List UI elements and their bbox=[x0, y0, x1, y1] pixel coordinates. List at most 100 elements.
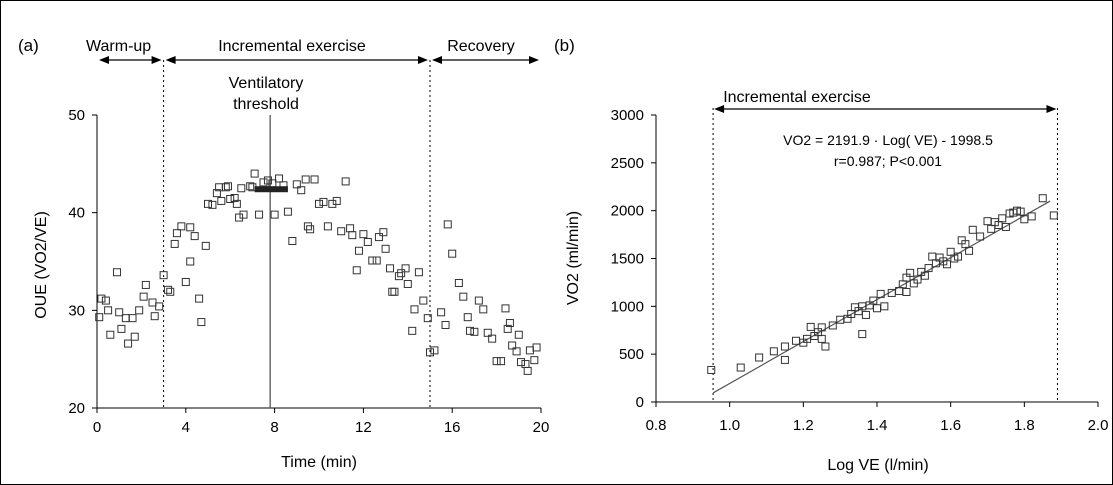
data-point-a bbox=[190, 232, 199, 241]
data-point-a bbox=[423, 314, 432, 323]
data-point-a bbox=[217, 196, 226, 205]
x-tick-label-b: 1.8 bbox=[1014, 417, 1035, 434]
data-point-a bbox=[221, 183, 230, 192]
data-point-a bbox=[186, 223, 195, 232]
region-label: Incremental exercise bbox=[723, 89, 871, 106]
data-point-a bbox=[332, 196, 341, 205]
data-point-a bbox=[159, 271, 168, 280]
regression-stats: r=0.987; P<0.001 bbox=[834, 153, 942, 169]
data-point-a bbox=[141, 280, 150, 289]
region-arrowhead-right bbox=[1046, 105, 1057, 113]
data-point-a bbox=[463, 313, 472, 322]
panel-b-label: (b) bbox=[554, 36, 575, 55]
data-point-a bbox=[250, 169, 259, 178]
data-point-a bbox=[181, 278, 190, 287]
data-point-a bbox=[530, 356, 539, 365]
data-point-a bbox=[139, 292, 148, 301]
panel-a: (a) 0 4 8 12 16 20 20 30 40 50 Warm-up Incrementa… bbox=[18, 36, 549, 471]
data-point-a bbox=[525, 346, 534, 355]
data-point-a bbox=[270, 210, 279, 219]
data-point-a bbox=[263, 176, 272, 185]
phase-arrowhead-right bbox=[529, 56, 539, 64]
data-point-b bbox=[998, 214, 1007, 223]
data-point-a bbox=[106, 330, 115, 339]
data-point-a bbox=[128, 314, 137, 323]
data-point-a bbox=[390, 287, 399, 296]
threshold-label-line2: threshold bbox=[233, 96, 299, 113]
data-point-a bbox=[394, 272, 403, 281]
data-point-b bbox=[976, 232, 985, 241]
y-tick-label-a: 20 bbox=[68, 400, 85, 417]
data-point-b bbox=[1016, 207, 1025, 216]
phase-label-warmup: Warm-up bbox=[86, 38, 151, 55]
phase-arrowhead-left bbox=[165, 56, 176, 64]
data-point-a bbox=[104, 306, 113, 315]
data-point-a bbox=[359, 230, 368, 239]
data-point-a bbox=[226, 194, 235, 203]
data-point-a bbox=[414, 268, 423, 277]
data-point-a bbox=[337, 227, 346, 236]
data-point-a bbox=[426, 348, 434, 357]
data-point-a bbox=[259, 178, 268, 187]
data-point-a bbox=[408, 326, 417, 335]
x-axis-title-b: Log VE (l/min) bbox=[827, 457, 928, 474]
x-tick-label-a: 0 bbox=[93, 419, 101, 436]
data-point-a bbox=[121, 314, 130, 323]
data-point-a bbox=[401, 264, 410, 273]
y-axis-title-a: OUE (VO2/VE) bbox=[33, 211, 50, 319]
data-point-a bbox=[166, 287, 175, 296]
data-point-a bbox=[177, 222, 186, 231]
data-point-b bbox=[1049, 211, 1058, 220]
y-tick-label-b: 500 bbox=[619, 346, 644, 363]
data-point-a bbox=[465, 326, 474, 335]
data-point-a bbox=[303, 222, 312, 231]
data-point-a bbox=[197, 318, 206, 327]
data-point-a bbox=[170, 239, 179, 248]
data-point-a bbox=[148, 298, 157, 307]
y-tick-label-a: 30 bbox=[68, 302, 85, 319]
data-point-a bbox=[454, 278, 463, 287]
x-axis-title-a: Time (min) bbox=[281, 454, 357, 471]
data-point-b bbox=[873, 304, 881, 313]
data-point-b bbox=[876, 289, 885, 298]
data-point-a bbox=[508, 341, 517, 350]
data-point-a bbox=[348, 231, 357, 240]
x-tick-label-a: 4 bbox=[182, 419, 190, 436]
data-point-b bbox=[791, 336, 800, 345]
y-axis-title-b: VO2 (ml/min) bbox=[565, 211, 582, 305]
data-point-b bbox=[861, 310, 870, 319]
data-point-b bbox=[828, 321, 837, 330]
x-tick-label-b: 0.8 bbox=[646, 417, 667, 434]
data-point-a bbox=[397, 269, 406, 278]
panel-a-label: (a) bbox=[18, 36, 39, 55]
data-point-a bbox=[212, 189, 221, 198]
data-point-a bbox=[130, 332, 139, 341]
data-point-a bbox=[172, 229, 181, 238]
data-point-a bbox=[488, 334, 497, 343]
data-point-a bbox=[532, 343, 541, 352]
data-point-a bbox=[319, 197, 328, 206]
data-point-a bbox=[514, 330, 523, 339]
phase-label-recovery: Recovery bbox=[447, 38, 515, 55]
data-point-a bbox=[403, 279, 412, 288]
data-point-a bbox=[521, 360, 530, 369]
data-point-a bbox=[372, 256, 381, 265]
y-tick-label-a: 40 bbox=[68, 205, 85, 222]
data-point-a bbox=[441, 320, 450, 329]
y-tick-label-b: 0 bbox=[636, 394, 644, 411]
data-point-a bbox=[501, 304, 510, 313]
data-point-a bbox=[101, 296, 110, 305]
data-point-a bbox=[483, 328, 492, 337]
data-point-a bbox=[195, 294, 204, 303]
data-point-a bbox=[448, 249, 457, 258]
x-tick-label-b: 2.0 bbox=[1088, 417, 1109, 434]
data-point-b bbox=[920, 271, 929, 280]
data-point-a bbox=[164, 285, 173, 294]
data-point-a bbox=[288, 236, 297, 245]
data-point-a bbox=[379, 228, 388, 237]
x-tick-label-a: 8 bbox=[270, 419, 278, 436]
phase-arrowhead-left bbox=[432, 56, 442, 64]
y-tick-label-b: 2000 bbox=[611, 203, 644, 220]
threshold-plateau-bar bbox=[254, 186, 288, 193]
data-point-a bbox=[306, 225, 315, 234]
